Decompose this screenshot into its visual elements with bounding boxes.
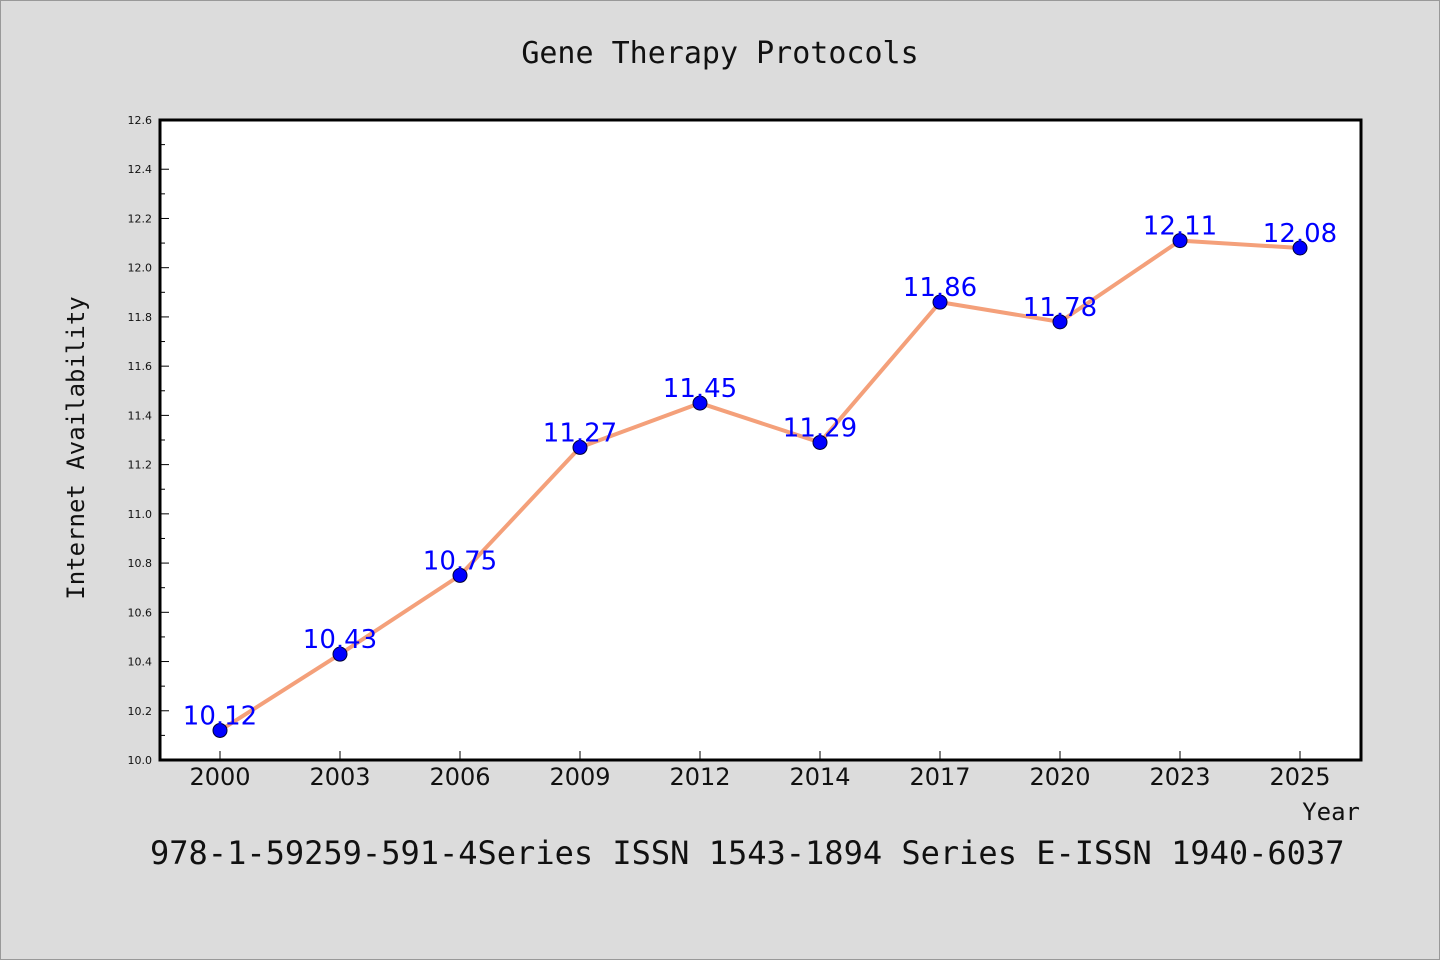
- data-point-label: 11.27: [543, 418, 617, 448]
- y-tick-label: 10.2: [128, 705, 153, 718]
- data-point-label: 11.86: [903, 273, 977, 303]
- data-point-marker[interactable]: [812, 434, 828, 450]
- x-tick-label: 2025: [1269, 763, 1330, 791]
- x-axis-ticks: 2000 2003 2006 2009 2012 2014 2017 2020 2023 2025: [189, 751, 1331, 791]
- data-point-label: 11.29: [783, 413, 857, 443]
- y-tick-label: 11.6: [128, 360, 153, 373]
- data-point-marker[interactable]: [1292, 240, 1308, 256]
- data-point-label: 11.78: [1023, 293, 1097, 323]
- data-point-label: 11.45: [663, 374, 737, 404]
- data-point-marker[interactable]: [212, 722, 228, 738]
- data-point-label: 12.08: [1263, 219, 1337, 249]
- x-tick-label: 2012: [669, 763, 730, 791]
- plot-border: [158, 118, 1363, 762]
- y-tick-label: 10.8: [128, 557, 153, 570]
- data-point-label: 10.43: [303, 625, 377, 655]
- x-tick-label: 2020: [1029, 763, 1090, 791]
- data-point-marker[interactable]: [572, 439, 588, 455]
- y-tick-label: 11.0: [128, 508, 153, 521]
- y-tick-label: 12.4: [128, 163, 153, 176]
- y-tick-label: 11.2: [128, 459, 153, 472]
- x-tick-label: 2000: [189, 763, 250, 791]
- y-tick-label: 10.0: [128, 754, 153, 767]
- data-point-marker[interactable]: [1172, 233, 1188, 249]
- footer-isbn-text: 978-1-59259-591-4Series ISSN 1543-1894 S…: [150, 834, 1344, 872]
- x-tick-label: 2003: [309, 763, 370, 791]
- data-point-marker[interactable]: [452, 567, 468, 583]
- series-line: [218, 238, 1302, 733]
- x-tick-label: 2009: [549, 763, 610, 791]
- x-tick-label: 2006: [429, 763, 490, 791]
- data-point-label: 10.12: [183, 701, 257, 731]
- x-axis-label: Year: [1302, 798, 1360, 826]
- data-point-marker[interactable]: [1052, 314, 1068, 330]
- plot-area: [160, 120, 1361, 760]
- data-point-label: 10.75: [423, 546, 497, 576]
- x-tick-label: 2023: [1149, 763, 1210, 791]
- chart-title: Gene Therapy Protocols: [521, 36, 918, 71]
- data-point-marker[interactable]: [332, 646, 348, 662]
- x-tick-label: 2014: [789, 763, 850, 791]
- y-tick-label: 11.8: [128, 311, 153, 324]
- data-point-marker[interactable]: [692, 395, 708, 411]
- series-layer: 10.12 10.43 10.75 11.27 11.45 11.29 11.86 11.78…: [183, 212, 1337, 738]
- y-tick-label: 10.6: [128, 606, 153, 619]
- y-tick-label: 10.4: [128, 656, 153, 669]
- y-axis-label: Internet Availability: [62, 296, 90, 599]
- y-tick-label: 12.0: [128, 262, 153, 275]
- y-tick-label: 12.2: [128, 212, 153, 225]
- data-point-marker[interactable]: [932, 294, 948, 310]
- x-tick-label: 2017: [909, 763, 970, 791]
- y-tick-label: 11.4: [128, 409, 153, 422]
- data-point-label: 12.11: [1143, 212, 1217, 242]
- y-tick-label: 12.6: [128, 114, 153, 127]
